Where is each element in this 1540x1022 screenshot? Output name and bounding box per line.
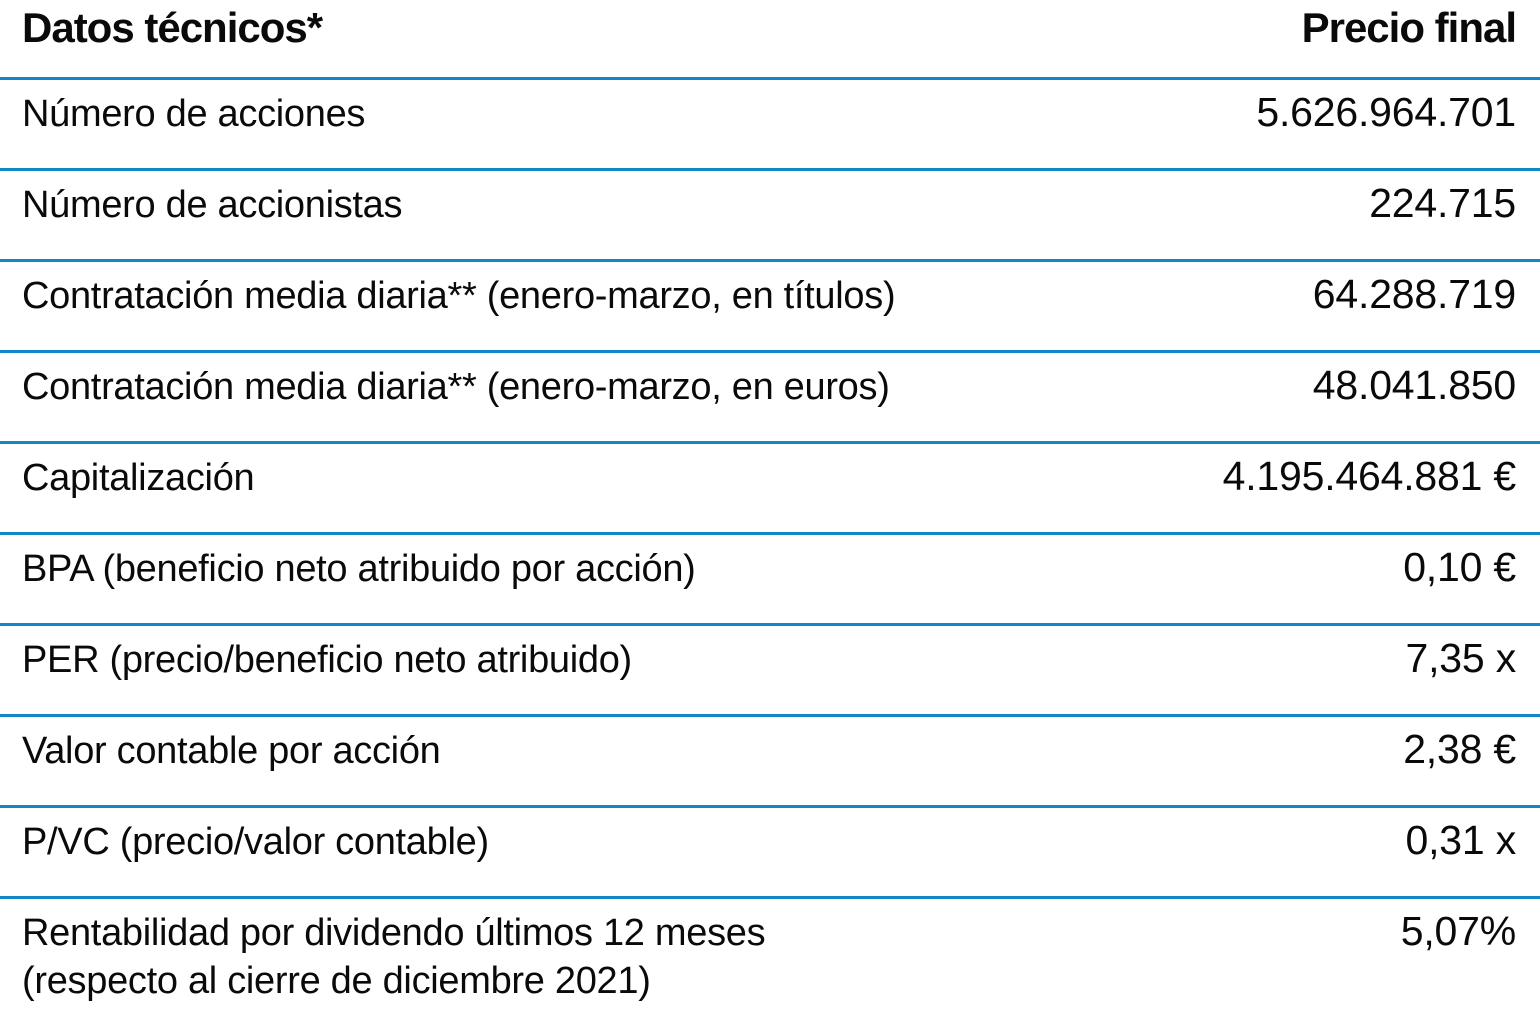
row-label: Número de acciones bbox=[22, 93, 366, 135]
row-label: Rentabilidad por dividendo últimos 12 me… bbox=[22, 912, 766, 1002]
table-row-capitalizacion: Capitalización 4.195.464.881 € bbox=[0, 441, 1540, 532]
row-label: BPA (beneficio neto atribuido por acción… bbox=[22, 548, 696, 590]
table-row-per: PER (precio/beneficio neto atribuido) 7,… bbox=[0, 623, 1540, 714]
value-column-header: Precio final bbox=[1301, 4, 1517, 51]
table-row-pvc: P/VC (precio/valor contable) 0,31 x bbox=[0, 805, 1540, 896]
row-value: 4.195.464.881 € bbox=[1222, 453, 1517, 499]
table-header: Datos técnicos* Precio final bbox=[0, 0, 1540, 77]
row-label: Contratación media diaria** (enero-marzo… bbox=[22, 275, 896, 317]
table-row-contratacion-titulos: Contratación media diaria** (enero-marzo… bbox=[0, 259, 1540, 350]
row-value: 0,31 x bbox=[1405, 817, 1517, 863]
table-row-numero-acciones: Número de acciones 5.626.964.701 bbox=[0, 77, 1540, 168]
row-label: PER (precio/beneficio neto atribuido) bbox=[22, 639, 632, 681]
row-label: P/VC (precio/valor contable) bbox=[22, 821, 489, 863]
table-row-contratacion-euros: Contratación media diaria** (enero-marzo… bbox=[0, 350, 1540, 441]
row-label: Contratación media diaria** (enero-marzo… bbox=[22, 366, 890, 408]
table-row-valor-contable: Valor contable por acción 2,38 € bbox=[0, 714, 1540, 805]
table-row-bpa: BPA (beneficio neto atribuido por acción… bbox=[0, 532, 1540, 623]
row-label: Número de accionistas bbox=[22, 184, 403, 226]
table-title: Datos técnicos* bbox=[22, 4, 323, 51]
table-row-rentabilidad-dividendo: Rentabilidad por dividendo últimos 12 me… bbox=[0, 896, 1540, 1022]
row-value: 224.715 bbox=[1369, 180, 1516, 226]
row-value: 5.626.964.701 bbox=[1256, 89, 1516, 135]
row-label: Valor contable por acción bbox=[22, 730, 441, 772]
row-value: 48.041.850 bbox=[1312, 362, 1516, 408]
table-row-numero-accionistas: Número de accionistas 224.715 bbox=[0, 168, 1540, 259]
row-value: 7,35 x bbox=[1405, 635, 1517, 681]
row-value: 2,38 € bbox=[1403, 726, 1516, 772]
row-label: Capitalización bbox=[22, 457, 255, 499]
row-value: 64.288.719 bbox=[1312, 271, 1516, 317]
row-value: 0,10 € bbox=[1403, 544, 1516, 590]
row-value: 5,07% bbox=[1400, 908, 1516, 954]
